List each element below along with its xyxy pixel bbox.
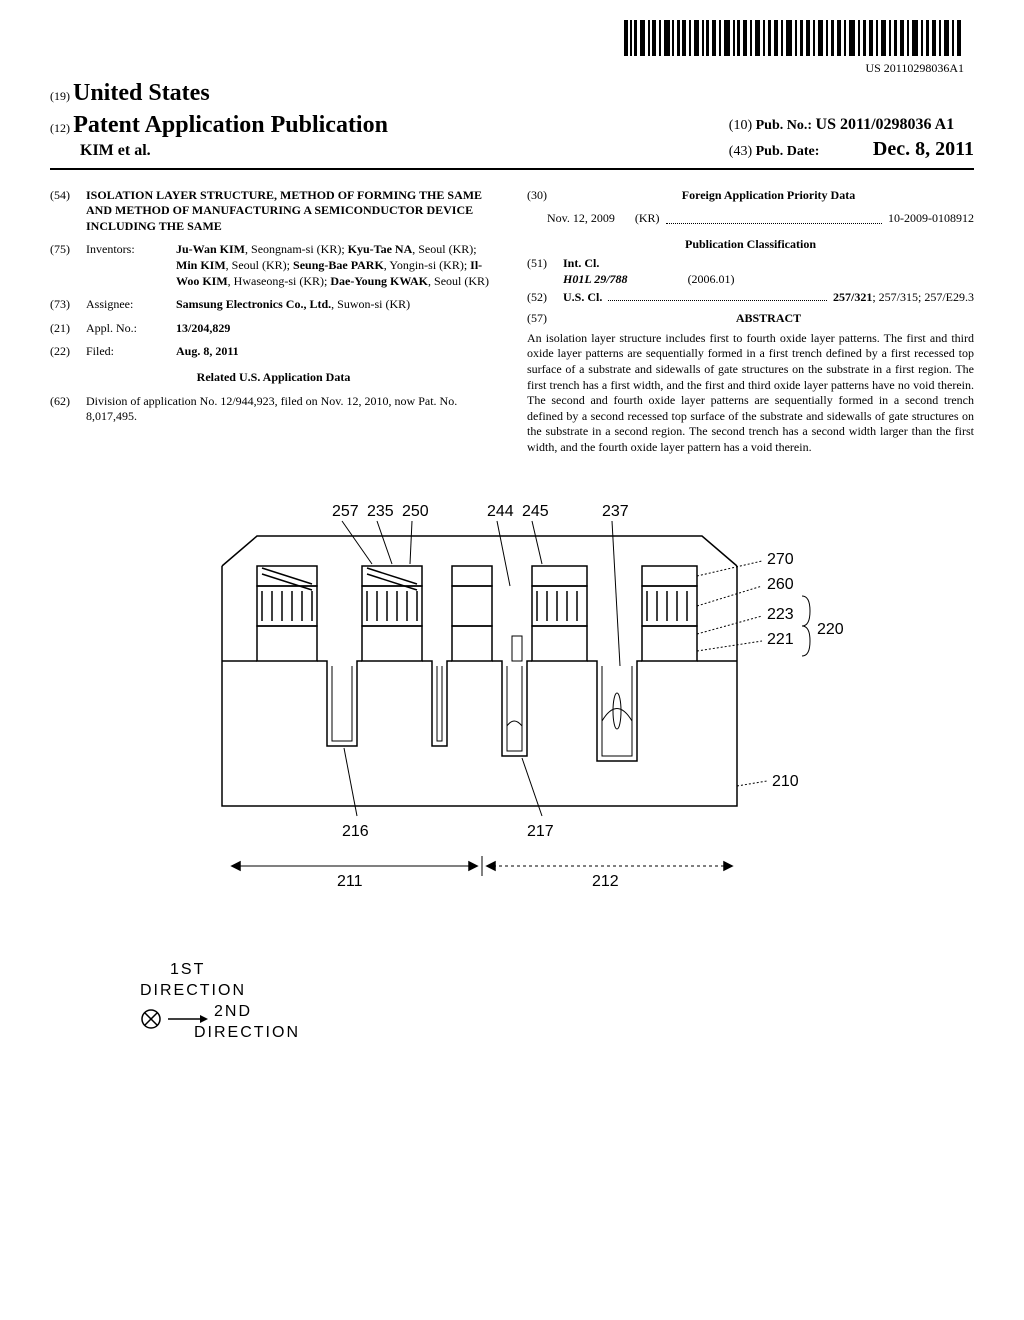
applno-code: (21): [50, 321, 86, 337]
filed-value: Aug. 8, 2011: [176, 344, 497, 360]
biblio-columns: (54) ISOLATION LAYER STRUCTURE, METHOD O…: [50, 180, 974, 456]
fig-label-235: 235: [367, 503, 394, 520]
division-text: Division of application No. 12/944,923, …: [86, 394, 497, 425]
patent-figure: 257 235 250 244 245 237 270 260 223 221 …: [50, 486, 974, 931]
inventors-label: Inventors:: [86, 242, 176, 289]
applno-value: 13/204,829: [176, 321, 497, 337]
invention-title: ISOLATION LAYER STRUCTURE, METHOD OF FOR…: [86, 188, 497, 235]
dotted-fill: [666, 211, 882, 224]
fig-label-244: 244: [487, 503, 514, 520]
uscl-value: 257/321; 257/315; 257/E29.3: [833, 290, 974, 306]
foreign-code: (30): [527, 188, 563, 204]
fig-label-223: 223: [767, 606, 794, 623]
fig-label-220: 220: [817, 621, 844, 638]
pub-type: Patent Application Publication: [73, 112, 388, 138]
abstract-body: An isolation layer structure includes fi…: [527, 331, 974, 456]
applno-label: Appl. No.:: [86, 321, 176, 337]
inventors-value: Ju-Wan KIM, Seongnam-si (KR); Kyu-Tae NA…: [176, 242, 497, 289]
filed-code: (22): [50, 344, 86, 360]
fig-label-260: 260: [767, 576, 794, 593]
pub-date-code: (43): [729, 144, 752, 159]
fig-label-221: 221: [767, 631, 794, 648]
direction-symbol-icon: [140, 1008, 162, 1037]
fig-label-210: 210: [772, 773, 799, 790]
filed-label: Filed:: [86, 344, 176, 360]
uscl-label: U.S. Cl.: [563, 290, 602, 306]
applicant: KIM et al.: [80, 141, 388, 162]
fig-label-216: 216: [342, 823, 369, 840]
pub-date: Dec. 8, 2011: [873, 136, 974, 162]
fig-label-245: 245: [522, 503, 549, 520]
foreign-date: Nov. 12, 2009: [547, 211, 615, 227]
inventors-code: (75): [50, 242, 86, 289]
fig-label-237: 237: [602, 503, 629, 520]
related-heading: Related U.S. Application Data: [50, 370, 497, 386]
country-code: (19): [50, 89, 70, 103]
pub-no-code: (10): [729, 118, 752, 133]
intcl-code: (51): [527, 256, 563, 287]
assignee-label: Assignee:: [86, 297, 176, 313]
foreign-number: 10-2009-0108912: [888, 211, 974, 227]
header-block: (19) United States (12) Patent Applicati…: [50, 78, 974, 169]
pub-type-code: (12): [50, 121, 70, 135]
foreign-country: (KR): [635, 211, 660, 227]
fig-label-250: 250: [402, 503, 429, 520]
dotted-fill-2: [608, 300, 827, 301]
direction-word-1: DIRECTION: [140, 981, 974, 1002]
title-code: (54): [50, 188, 86, 235]
pub-date-label: Pub. Date:: [756, 144, 820, 159]
fig-label-257: 257: [332, 503, 359, 520]
assignee-value: Samsung Electronics Co., Ltd., Suwon-si …: [176, 297, 497, 313]
fig-label-211: 211: [337, 873, 363, 890]
direction-legend: 1ST DIRECTION 2ND DIRECTION: [140, 960, 974, 1043]
barcode-number: US 20110298036A1: [50, 61, 964, 77]
left-column: (54) ISOLATION LAYER STRUCTURE, METHOD O…: [50, 180, 497, 456]
country-name: United States: [73, 80, 210, 106]
intcl-label: Int. Cl.: [563, 256, 974, 272]
barcode-area: US 20110298036A1: [50, 20, 974, 76]
direction-word-2: DIRECTION: [194, 1023, 300, 1044]
direction-1st: 1ST: [170, 960, 974, 981]
pub-class-heading: Publication Classification: [527, 237, 974, 253]
fig-label-217: 217: [527, 823, 554, 840]
foreign-heading: Foreign Application Priority Data: [563, 188, 974, 204]
abstract-code: (57): [527, 311, 563, 327]
right-column: (30) Foreign Application Priority Data N…: [527, 180, 974, 456]
pub-no: US 2011/0298036 A1: [816, 116, 955, 133]
fig-label-270: 270: [767, 551, 794, 568]
intcl-class: H01L 29/788: [563, 272, 628, 288]
intcl-date: (2006.01): [688, 272, 735, 288]
pub-no-label: Pub. No.:: [756, 118, 812, 133]
direction-2nd: 2ND: [214, 1002, 300, 1023]
assignee-code: (73): [50, 297, 86, 313]
uscl-code: (52): [527, 290, 563, 306]
abstract-heading: ABSTRACT: [563, 311, 974, 327]
fig-label-212: 212: [592, 873, 619, 890]
division-code: (62): [50, 394, 86, 425]
barcode-icon: [624, 20, 964, 61]
